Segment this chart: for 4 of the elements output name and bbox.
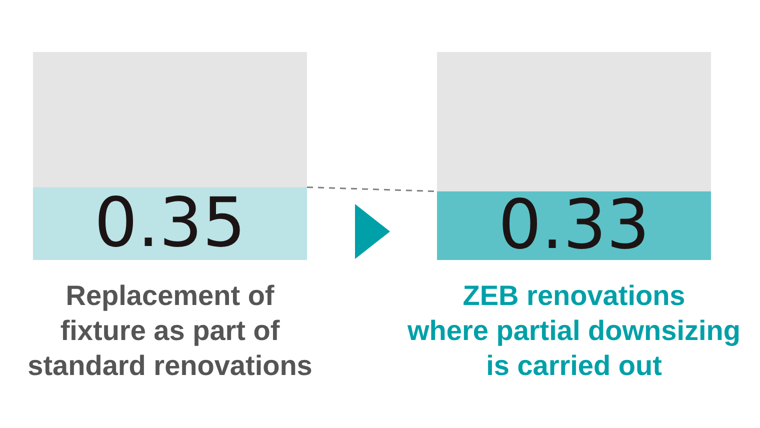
x-tick-label: Replacement of fixture as part of standard renovations — [28, 280, 312, 381]
x-tick-label: ZEB renovations where partial downsizing is carried out — [406, 280, 740, 381]
data-label: 0.33 — [498, 186, 650, 266]
data-label: 0.35 — [94, 184, 246, 264]
